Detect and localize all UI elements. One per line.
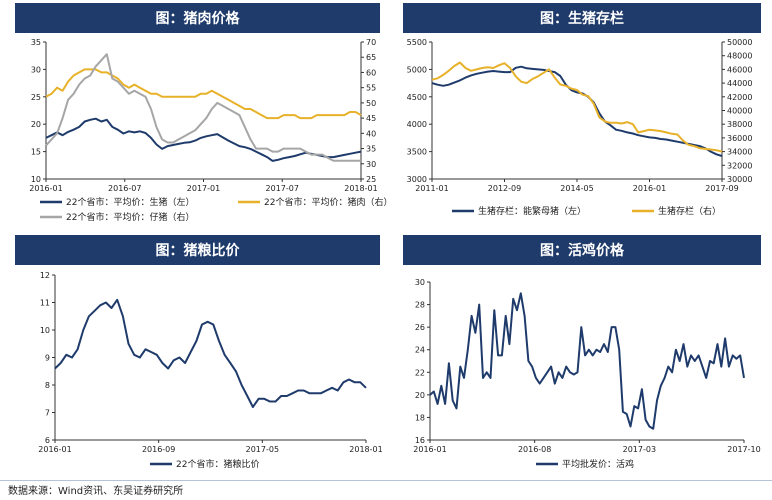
- y-tick-label-left: 26: [415, 323, 425, 332]
- series-line-1: [431, 61, 723, 153]
- y-tick-label-right: 70: [366, 38, 376, 47]
- y-tick-label-left: 10: [31, 175, 41, 184]
- x-tick-label: 2017-10: [727, 445, 760, 454]
- chart-title-inventory: 图：生猪存栏: [403, 3, 761, 33]
- y-tick-label-left: 9: [45, 354, 50, 363]
- x-tick-label: 2016-07: [108, 184, 141, 193]
- y-tick-label-right: 38000: [727, 120, 752, 129]
- y-tick-label-left: 30: [31, 65, 41, 74]
- y-tick-label-left: 7: [45, 409, 50, 418]
- y-tick-label-right: 48000: [727, 52, 752, 61]
- y-tick-label-left: 4000: [407, 120, 427, 129]
- x-tick-label: 2014-05: [560, 184, 593, 193]
- x-tick-label: 2016-08: [518, 445, 551, 454]
- y-tick-label-left: 8: [45, 381, 50, 390]
- y-tick-label-right: 34000: [727, 148, 752, 157]
- y-tick-label-right: 44000: [727, 79, 752, 88]
- y-tick-label-right: 65: [366, 53, 376, 62]
- y-tick-label-left: 10: [40, 326, 50, 335]
- y-tick-label-right: 60: [366, 68, 376, 77]
- y-tick-label-left: 18: [415, 413, 425, 422]
- x-tick-label: 2017-09: [705, 184, 738, 193]
- x-tick-label: 2016-09: [142, 445, 175, 454]
- series-line-2: [45, 53, 361, 162]
- legend-label: 平均批发价：活鸡: [562, 458, 634, 470]
- x-tick-label: 2011-01: [415, 184, 448, 193]
- data-source-note: 数据来源：Wind资讯、东吴证券研究所: [8, 486, 184, 497]
- y-tick-label-left: 3500: [407, 148, 427, 157]
- y-tick-label-right: 30: [366, 160, 376, 169]
- y-tick-label-right: 50000: [727, 38, 752, 47]
- legend-label: 22个省市：平均价：生猪（左）: [66, 196, 194, 208]
- y-tick-label-left: 4500: [407, 93, 427, 102]
- y-tick-label-right: 55: [366, 84, 376, 93]
- x-tick-label: 2018-01: [349, 445, 382, 454]
- chart-hog-grain: 6 7 8 9 10 11 12 2016-01 2016-09 2017-05 2018-01 22…: [38, 271, 382, 470]
- y-tick-label-left: 20: [31, 120, 41, 129]
- y-tick-label-right: 40000: [727, 107, 752, 116]
- y-tick-label-right: 50: [366, 99, 376, 108]
- y-tick-label-left: 30: [415, 278, 425, 287]
- x-tick-label: 2016-01: [633, 184, 666, 193]
- y-tick-label-left: 16: [415, 436, 425, 445]
- y-tick-label-left: 3000: [407, 175, 427, 184]
- y-tick-label-left: 15: [31, 148, 41, 157]
- legend-label: 22个省市：平均价：猪肉（右）: [264, 196, 392, 208]
- x-tick-label: 2018-01: [344, 184, 377, 193]
- y-tick-label-left: 24: [415, 346, 425, 355]
- chart-title-chicken: 图：活鸡价格: [403, 235, 761, 265]
- legend-label: 22个省市：猪粮比价: [176, 458, 259, 470]
- x-tick-label: 2017-03: [623, 445, 656, 454]
- series-line-0: [54, 298, 367, 408]
- y-tick-label-right: 35: [366, 145, 376, 154]
- legend-label: 生猪存栏：能繁母猪（左）: [478, 205, 586, 217]
- y-tick-label-left: 6: [45, 436, 50, 445]
- x-tick-label: 2017-05: [246, 445, 279, 454]
- legend-label: 生猪存栏（右）: [658, 205, 721, 217]
- y-tick-label-right: 42000: [727, 93, 752, 102]
- chart-title-hog-grain: 图：猪粮比价: [15, 235, 380, 265]
- series-line-0: [429, 292, 745, 430]
- chart-inventory: 3000 3500 4000 4500 5000 5500 30000 32000 34000 3…: [407, 38, 753, 217]
- y-tick-label-left: 20: [415, 391, 425, 400]
- y-tick-label-right: 45: [366, 114, 376, 123]
- chart-chicken: 16 18 20 22 24 26 28 30 2016-01 2016-08 2017-03 201…: [413, 278, 760, 470]
- y-tick-label-left: 25: [31, 93, 41, 102]
- y-tick-label-right: 30000: [727, 175, 752, 184]
- chart-title-pork: 图：猪肉价格: [15, 3, 380, 33]
- y-tick-label-right: 46000: [727, 65, 752, 74]
- y-tick-label-right: 40: [366, 129, 376, 138]
- chart-pork: 10 15 20 25 30 35 25 30 35 40 45 50 55 60 65 70 2016-01 2…: [29, 38, 392, 223]
- y-tick-label-left: 12: [40, 271, 50, 280]
- legend-label: 22个省市：平均价：仔猪（右）: [66, 211, 194, 223]
- y-tick-label-left: 5500: [407, 38, 427, 47]
- y-tick-label-right: 32000: [727, 161, 752, 170]
- series-line-0: [431, 65, 723, 157]
- x-tick-label: 2016-01: [413, 445, 446, 454]
- y-tick-label-left: 35: [31, 38, 41, 47]
- y-tick-label-right: 36000: [727, 134, 752, 143]
- x-tick-label: 2016-01: [38, 445, 71, 454]
- x-tick-label: 2017-01: [187, 184, 220, 193]
- y-tick-label-left: 11: [40, 299, 50, 308]
- y-tick-label-left: 22: [415, 368, 425, 377]
- y-tick-label-right: 25: [366, 175, 376, 184]
- y-tick-label-left: 5000: [407, 65, 427, 74]
- footer-divider: [0, 480, 772, 481]
- y-tick-label-left: 28: [415, 301, 425, 310]
- x-tick-label: 2016-01: [29, 184, 62, 193]
- x-tick-label: 2017-07: [266, 184, 299, 193]
- series-line-1: [45, 68, 362, 120]
- x-tick-label: 2012-09: [488, 184, 521, 193]
